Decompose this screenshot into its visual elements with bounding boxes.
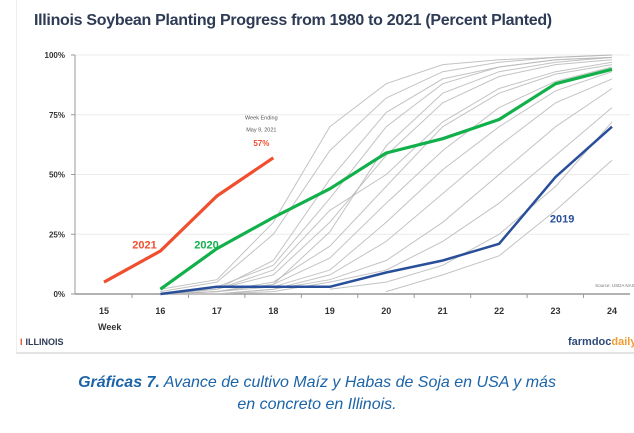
other-year-line <box>386 159 613 293</box>
other-year-line <box>160 107 613 295</box>
caption-label: Gráficas 7. <box>78 374 160 391</box>
x-tick-label: 15 <box>99 306 109 316</box>
label-2020: 2020 <box>194 240 218 252</box>
y-tick-label: 75% <box>49 111 65 120</box>
x-tick-label: 22 <box>494 306 504 316</box>
x-axis-label: Week <box>98 322 122 332</box>
series-line-2019 <box>160 125 613 296</box>
annotation-57-percent: 57% <box>253 139 269 148</box>
annotation-week-ending: Week Ending <box>245 116 278 122</box>
illinois-mark-icon: I <box>20 337 23 347</box>
other-year-line <box>216 56 613 290</box>
other-year-line <box>160 54 613 293</box>
figure-caption: Gráficas 7. Avance de cultivo Maíz y Hab… <box>78 374 556 413</box>
x-tick-label: 17 <box>212 306 222 316</box>
chart-title: Illinois Soybean Planting Progress from … <box>34 12 552 29</box>
other-year-line <box>329 121 613 290</box>
other-year-line <box>160 54 613 290</box>
series-line-2020 <box>159 67 613 291</box>
other-year-line <box>160 56 613 295</box>
other-year-line <box>272 56 613 285</box>
y-tick-label: 100% <box>45 51 65 60</box>
annotation-date: May 9, 2021 <box>246 127 276 133</box>
x-tick-label: 20 <box>381 306 391 316</box>
x-tick-label: 18 <box>268 306 278 316</box>
x-tick-label: 21 <box>438 306 448 316</box>
other-year-line <box>160 71 613 295</box>
series-line-2021 <box>103 156 275 284</box>
other-year-line <box>160 88 613 295</box>
chart-frame <box>16 0 634 354</box>
x-tick-label: 19 <box>325 306 335 316</box>
other-year-line <box>160 64 613 295</box>
other-year-line <box>160 66 613 295</box>
y-tick-label: 50% <box>49 171 65 180</box>
chart-plot: 0%25%50%75%100%15 16 17 18 19 20 21 22 23 24WeekW… <box>45 51 634 332</box>
label-2021: 2021 <box>132 240 156 252</box>
farmdoc-logo: farmdocdaily <box>568 336 634 348</box>
x-tick-label: 24 <box>607 306 617 316</box>
illinois-logo: I ILLINOIS <box>20 337 64 347</box>
y-tick-label: 25% <box>49 230 65 239</box>
x-tick-label: 16 <box>155 306 165 316</box>
label-2019: 2019 <box>550 213 574 225</box>
x-tick-label: 23 <box>551 306 561 316</box>
other-year-line <box>160 59 613 295</box>
source-note: Source: USDA NASS <box>595 283 634 288</box>
y-tick-label: 0% <box>53 290 65 299</box>
other-year-line <box>160 61 613 295</box>
